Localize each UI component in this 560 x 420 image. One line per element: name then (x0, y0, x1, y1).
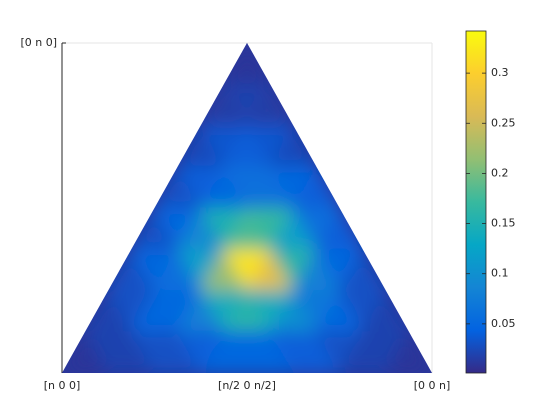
colorbar-axis: 0.05 0.1 0.15 0.2 0.25 0.3 (466, 66, 516, 330)
colorbar-tick-label: 0.25 (491, 116, 516, 129)
x-tick-label: [0 0 n] (414, 379, 451, 392)
colorbar-tick-label: 0.05 (491, 317, 516, 330)
x-tick-label: [n/2 0 n/2] (218, 379, 276, 392)
x-tick-label: [n 0 0] (44, 379, 81, 392)
colorbar-tick-label: 0.1 (491, 267, 509, 280)
colorbar-tick-label: 0.3 (491, 66, 509, 79)
heatmap-cells (62, 43, 432, 373)
colorbar-tick-label: 0.2 (491, 166, 509, 179)
y-tick-label: [0 n 0] (20, 36, 57, 49)
heat-cell (223, 43, 271, 85)
heat-cell (384, 330, 432, 373)
colorbar-tick-label: 0.15 (491, 217, 516, 230)
heatmap (62, 43, 432, 373)
colorbar (465, 30, 487, 374)
